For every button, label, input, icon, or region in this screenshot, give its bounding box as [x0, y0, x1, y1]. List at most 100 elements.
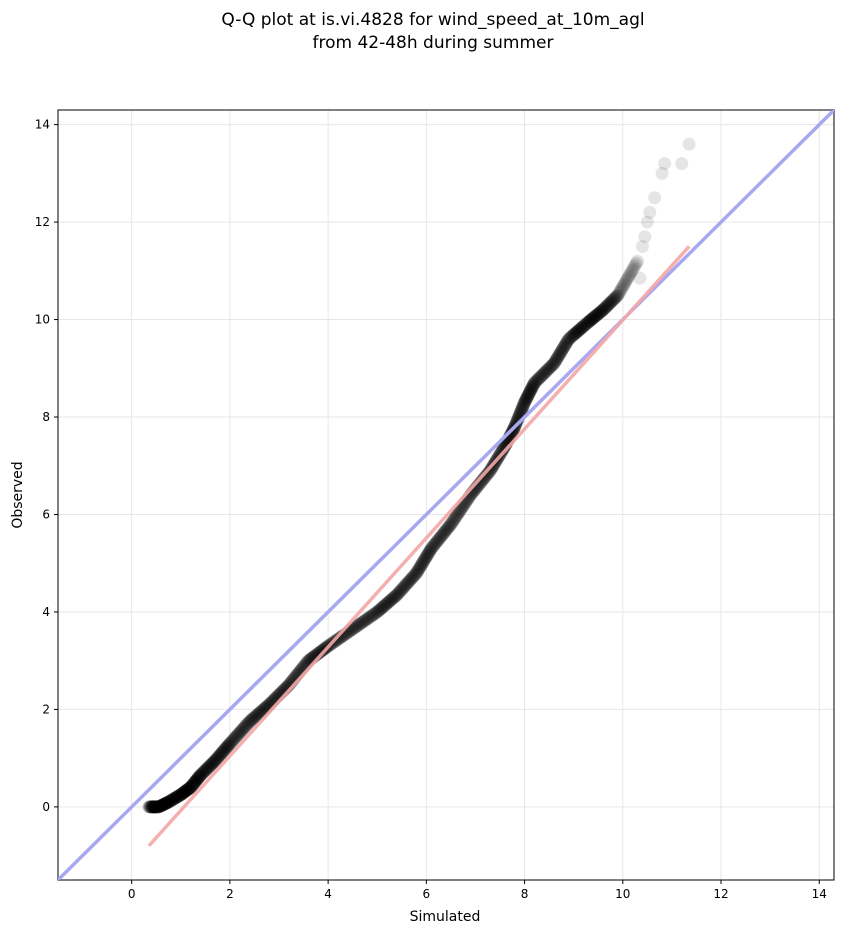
qq-point [222, 737, 236, 751]
qq-point [407, 568, 421, 582]
qq-point [221, 738, 235, 752]
qq-point [190, 773, 204, 787]
qq-point [604, 296, 618, 309]
y-tick-label: 14 [35, 118, 50, 132]
qq-point [497, 441, 511, 455]
qq-point [175, 786, 189, 800]
qq-point [193, 768, 207, 782]
qq-point [315, 644, 329, 658]
qq-point [608, 291, 622, 305]
qq-point [159, 796, 173, 810]
qq-point [517, 397, 531, 411]
qq-point [454, 503, 468, 517]
qq-point [378, 598, 392, 612]
qq-point [588, 310, 602, 324]
qq-point [203, 758, 217, 772]
qq-point [574, 322, 588, 336]
fit-line [147, 245, 691, 848]
qq-point [594, 305, 608, 319]
qq-point [555, 343, 569, 357]
qq-point [181, 782, 195, 796]
qq-point [424, 542, 438, 556]
qq-point [629, 256, 643, 270]
qq-tail-point [655, 166, 669, 180]
qq-point [404, 572, 418, 586]
qq-point [504, 427, 518, 441]
qq-point [239, 718, 253, 732]
qq-point [631, 254, 645, 268]
qq-point [480, 468, 494, 482]
qq-point [478, 470, 492, 484]
qq-point [353, 617, 367, 631]
qq-point [612, 286, 626, 300]
qq-point [220, 739, 234, 753]
qq-point [382, 595, 396, 609]
qq-point [504, 426, 518, 440]
qq-point [216, 745, 230, 759]
qq-point [191, 772, 205, 786]
qq-point [194, 767, 208, 781]
qq-point [552, 348, 566, 362]
qq-point [226, 733, 240, 747]
qq-point [414, 558, 428, 572]
qq-point [599, 300, 613, 314]
axis-ticks: 0 2 4 6 8 10 12 14 0 2 4 6 8 10 12 14 [35, 118, 827, 901]
qq-point [537, 366, 551, 380]
qq-point [190, 772, 204, 786]
qq-point [180, 783, 194, 797]
qq-point [312, 646, 326, 660]
plot-frame [57, 109, 835, 881]
qq-point [524, 382, 538, 396]
qq-point [438, 524, 452, 538]
qq-point [184, 780, 198, 794]
qq-point [414, 559, 428, 573]
qq-point [193, 769, 207, 783]
qq-point [410, 565, 424, 579]
qq-point [521, 388, 535, 402]
qq-point [440, 523, 454, 537]
identity-line [58, 110, 834, 880]
qq-point [379, 597, 393, 611]
qq-point [422, 546, 436, 560]
qq-point [185, 779, 199, 793]
qq-point [371, 604, 385, 618]
qq-point [148, 800, 162, 814]
qq-point [172, 789, 186, 803]
qq-point [425, 540, 439, 554]
qq-point [245, 713, 259, 727]
qq-tail-point [638, 230, 652, 244]
x-axis-label: Simulated [410, 909, 481, 925]
qq-point [421, 547, 435, 561]
qq-point [556, 342, 570, 356]
qq-point [207, 755, 221, 769]
qq-point [519, 392, 533, 406]
qq-point [426, 539, 440, 553]
qq-point [210, 752, 224, 766]
qq-point [238, 719, 252, 733]
qq-point [146, 800, 160, 814]
qq-point [543, 361, 557, 375]
qq-point [613, 284, 627, 298]
qq-point [602, 297, 616, 311]
qq-point [592, 306, 606, 320]
qq-point [626, 262, 640, 276]
qq-tail-point [635, 239, 649, 253]
qq-point [175, 787, 189, 801]
qq-point [229, 729, 243, 743]
qq-point [157, 797, 171, 811]
qq-point [505, 425, 519, 439]
qq-point [408, 567, 422, 581]
qq-point [447, 512, 461, 526]
qq-point [415, 556, 429, 570]
qq-point [155, 798, 169, 812]
qq-point [227, 732, 241, 746]
qq-point [192, 770, 206, 784]
qq-point [525, 380, 539, 394]
qq-point [184, 780, 198, 794]
qq-point [610, 289, 624, 303]
qq-point [173, 788, 187, 802]
qq-point [453, 504, 467, 518]
qq-point [597, 302, 611, 316]
x-tick-label: 12 [713, 887, 728, 901]
qq-point [622, 269, 636, 283]
